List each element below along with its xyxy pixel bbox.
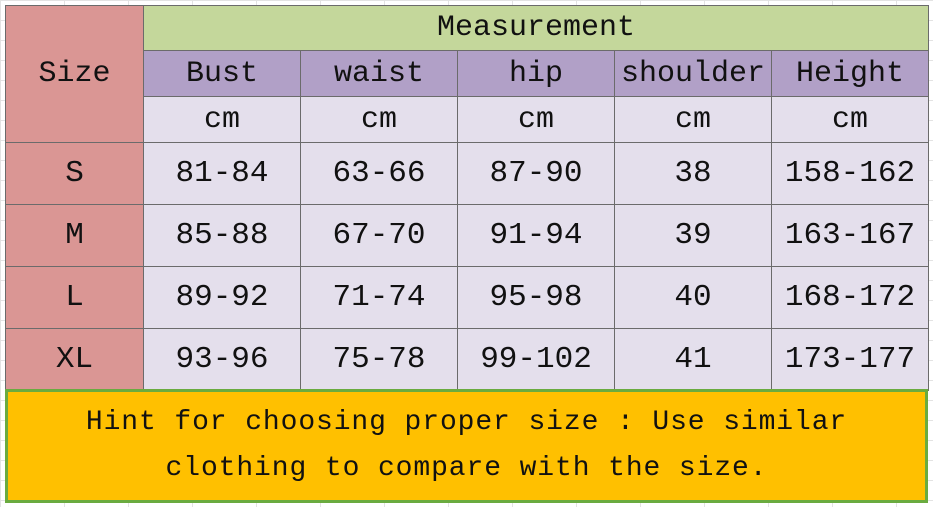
value-cell: 41	[614, 328, 772, 391]
value-cell: 40	[614, 266, 772, 329]
hint-line: Hint for choosing proper size : Use simi…	[85, 407, 848, 438]
column-header: Bust	[143, 50, 301, 97]
value-cell: 163-167	[771, 204, 929, 267]
column-header: Height	[771, 50, 929, 97]
value-cell: 75-78	[300, 328, 458, 391]
unit-cell: cm	[143, 96, 301, 143]
size-label: S	[5, 142, 144, 205]
value-cell: 67-70	[300, 204, 458, 267]
column-header: hip	[457, 50, 615, 97]
unit-cell: cm	[614, 96, 772, 143]
group-header: Measurement	[143, 5, 929, 51]
column-header: waist	[300, 50, 458, 97]
size-label: L	[5, 266, 144, 329]
value-cell: 63-66	[300, 142, 458, 205]
column-header: shoulder	[614, 50, 772, 97]
value-cell: 173-177	[771, 328, 929, 391]
hint-box: Hint for choosing proper size : Use simi…	[5, 389, 928, 503]
value-cell: 95-98	[457, 266, 615, 329]
value-cell: 39	[614, 204, 772, 267]
value-cell: 87-90	[457, 142, 615, 205]
value-cell: 99-102	[457, 328, 615, 391]
value-cell: 89-92	[143, 266, 301, 329]
value-cell: 38	[614, 142, 772, 205]
value-cell: 158-162	[771, 142, 929, 205]
size-label: M	[5, 204, 144, 267]
unit-cell: cm	[771, 96, 929, 143]
value-cell: 93-96	[143, 328, 301, 391]
value-cell: 81-84	[143, 142, 301, 205]
unit-cell: cm	[457, 96, 615, 143]
value-cell: 71-74	[300, 266, 458, 329]
hint-line: clothing to compare with the size.	[165, 453, 768, 484]
value-cell: 91-94	[457, 204, 615, 267]
size-label: XL	[5, 328, 144, 391]
corner-header: Size	[5, 5, 144, 143]
value-cell: 168-172	[771, 266, 929, 329]
unit-cell: cm	[300, 96, 458, 143]
value-cell: 85-88	[143, 204, 301, 267]
